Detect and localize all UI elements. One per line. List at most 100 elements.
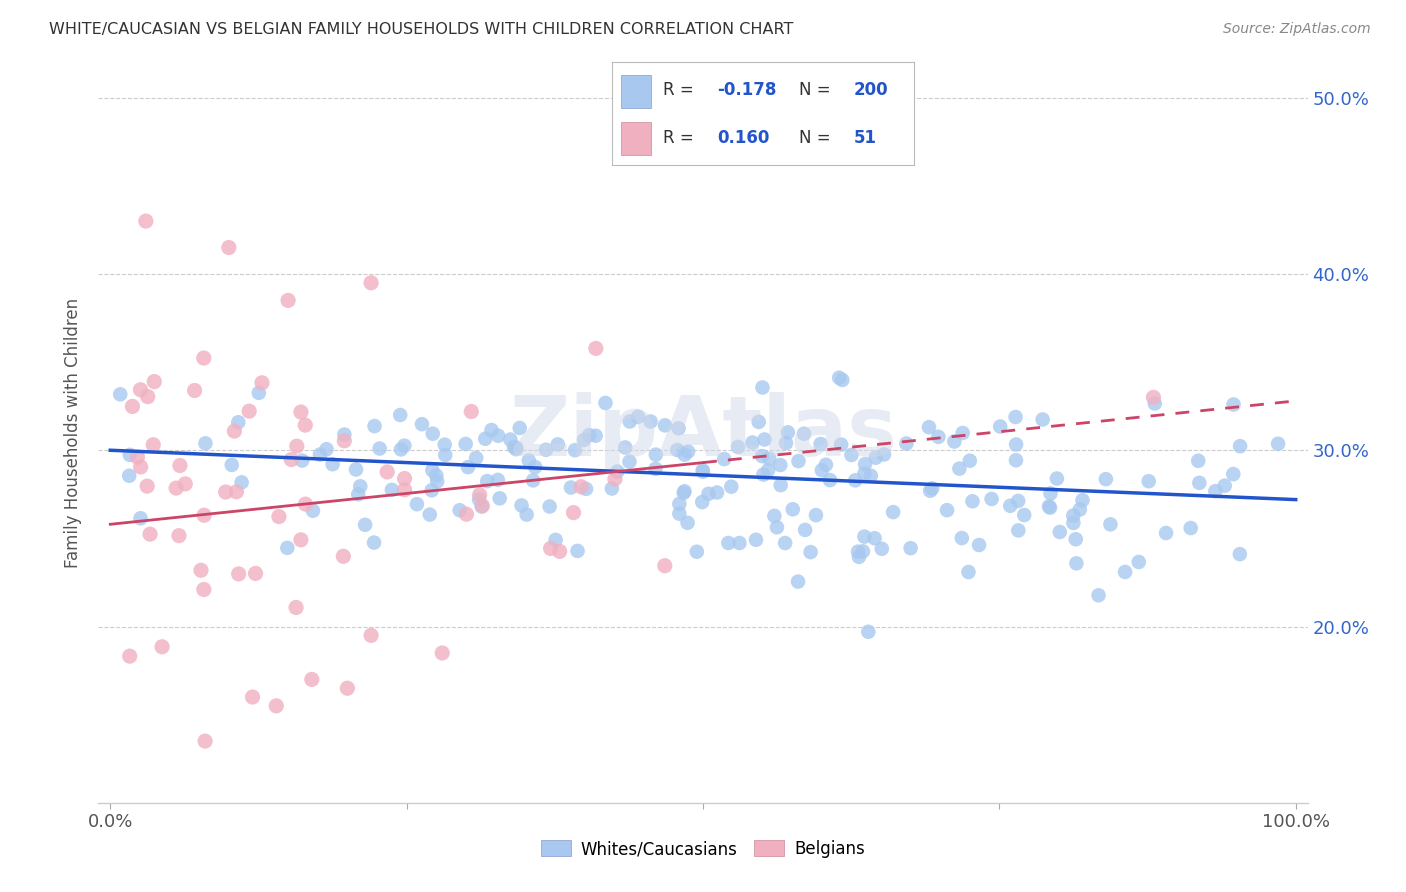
Point [882,505,904,519]
Point [1062,516,1084,530]
Point [668,421,690,435]
Point [751,380,773,394]
Point [165,481,187,495]
Point [294,497,316,511]
Point [811,463,834,477]
Point [562,506,585,520]
Point [332,549,354,564]
Point [509,421,531,435]
Text: 200: 200 [853,81,889,99]
Point [787,574,810,589]
Point [231,475,253,490]
Point [782,502,804,516]
Point [110,387,132,401]
Point [980,491,1002,506]
Point [793,426,815,441]
Point [290,405,312,419]
Point [1128,555,1150,569]
Point [697,487,720,501]
Point [242,690,264,704]
Point [516,508,538,522]
Point [471,499,494,513]
Point [224,424,246,438]
Point [394,439,416,453]
Point [1007,524,1029,538]
Point [585,342,607,356]
Point [433,437,456,451]
Point [578,428,600,442]
Point [859,468,882,483]
Point [540,541,562,556]
Point [347,487,370,501]
Point [276,541,298,555]
Point [846,544,869,558]
Point [538,500,561,514]
Point [139,527,162,541]
Point [830,437,852,451]
Point [434,448,457,462]
Point [654,418,676,433]
Point [214,485,236,500]
Point [245,566,267,581]
Point [988,419,1011,434]
Point [751,449,773,463]
Point [756,463,779,477]
Point [962,494,984,508]
Point [844,473,866,487]
Point [193,508,215,523]
Point [614,441,637,455]
Point [676,444,699,458]
Text: Source: ZipAtlas.com: Source: ZipAtlas.com [1223,22,1371,37]
Point [422,426,444,441]
Point [818,473,841,487]
Point [567,544,589,558]
Y-axis label: Family Households with Children: Family Households with Children [65,298,83,567]
Point [190,563,212,577]
Point [841,448,863,462]
Text: R =: R = [664,81,699,99]
Point [360,628,382,642]
Point [800,545,823,559]
Point [927,430,949,444]
Point [290,533,312,547]
Point [419,508,441,522]
Point [129,511,152,525]
Point [690,495,713,509]
Point [505,442,527,457]
Point [1188,475,1211,490]
Point [425,468,447,483]
Point [1137,474,1160,488]
Point [309,448,332,462]
Point [1071,493,1094,508]
Point [486,473,509,487]
Point [481,423,503,437]
Point [129,383,152,397]
Point [1087,588,1109,602]
Point [422,463,444,477]
Point [1005,453,1028,467]
Point [754,433,776,447]
Point [167,529,190,543]
Point [870,541,893,556]
Point [349,479,371,493]
Point [277,293,299,308]
Point [863,531,886,545]
Point [728,536,751,550]
Point [193,582,215,597]
Point [769,458,792,472]
Point [264,698,287,713]
Point [1032,412,1054,426]
Point [575,482,598,496]
Point [294,418,316,433]
Point [1229,439,1251,453]
Point [758,451,780,466]
Point [420,483,443,498]
Point [547,437,569,451]
Point [603,472,626,486]
Point [1039,486,1062,500]
Point [896,436,918,450]
Point [1007,494,1029,508]
FancyBboxPatch shape [620,122,651,155]
Point [363,419,385,434]
Point [668,497,690,511]
